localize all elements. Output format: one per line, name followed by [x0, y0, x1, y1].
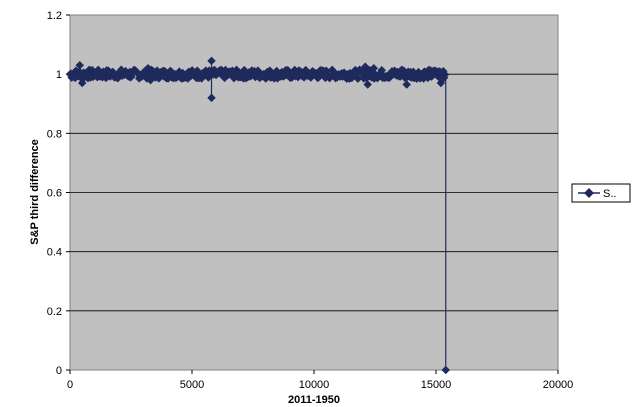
spike-point — [143, 64, 153, 73]
y-tick-label: 0.8 — [47, 128, 62, 140]
end-point — [441, 365, 451, 375]
x-axis-title: 2011-1950 — [288, 394, 340, 406]
y-tick-label: 0 — [56, 365, 62, 377]
y-tick-label: 0.4 — [47, 247, 62, 259]
x-tick-label: 0 — [67, 379, 73, 391]
x-tick-label: 5000 — [180, 379, 204, 391]
spike-point — [77, 78, 87, 88]
series-s — [65, 56, 451, 375]
spike-point — [207, 93, 216, 103]
legend: S.. — [571, 183, 631, 203]
x-tick-label: 10000 — [299, 379, 330, 391]
spike-point — [439, 66, 448, 76]
spike-point — [75, 61, 85, 70]
legend-label: S.. — [603, 188, 616, 200]
spike-point — [116, 65, 126, 74]
y-tick-label: 0.2 — [47, 306, 62, 318]
spike-point — [436, 78, 446, 88]
legend-marker — [584, 188, 594, 198]
spike-point — [363, 80, 372, 89]
spike-point — [146, 75, 155, 85]
y-tick-label: 1.2 — [47, 10, 62, 22]
y-tick-labels: 0 0.2 0.4 0.6 0.8 1 1.2 — [47, 10, 70, 377]
x-tick-labels: 0 5000 10000 15000 20000 — [67, 370, 573, 391]
y-tick-label: 1 — [56, 69, 62, 81]
x-tick-label: 20000 — [543, 379, 574, 391]
spike-point — [402, 80, 411, 89]
spike-point — [369, 64, 379, 73]
data-point — [353, 74, 363, 83]
spike-point — [397, 65, 407, 74]
x-tick-label: 15000 — [421, 379, 452, 391]
legend-box — [571, 183, 631, 203]
y-axis-title: S&P third difference — [29, 139, 41, 245]
y-tick-label: 0.6 — [47, 188, 62, 200]
spike-point — [207, 56, 216, 66]
